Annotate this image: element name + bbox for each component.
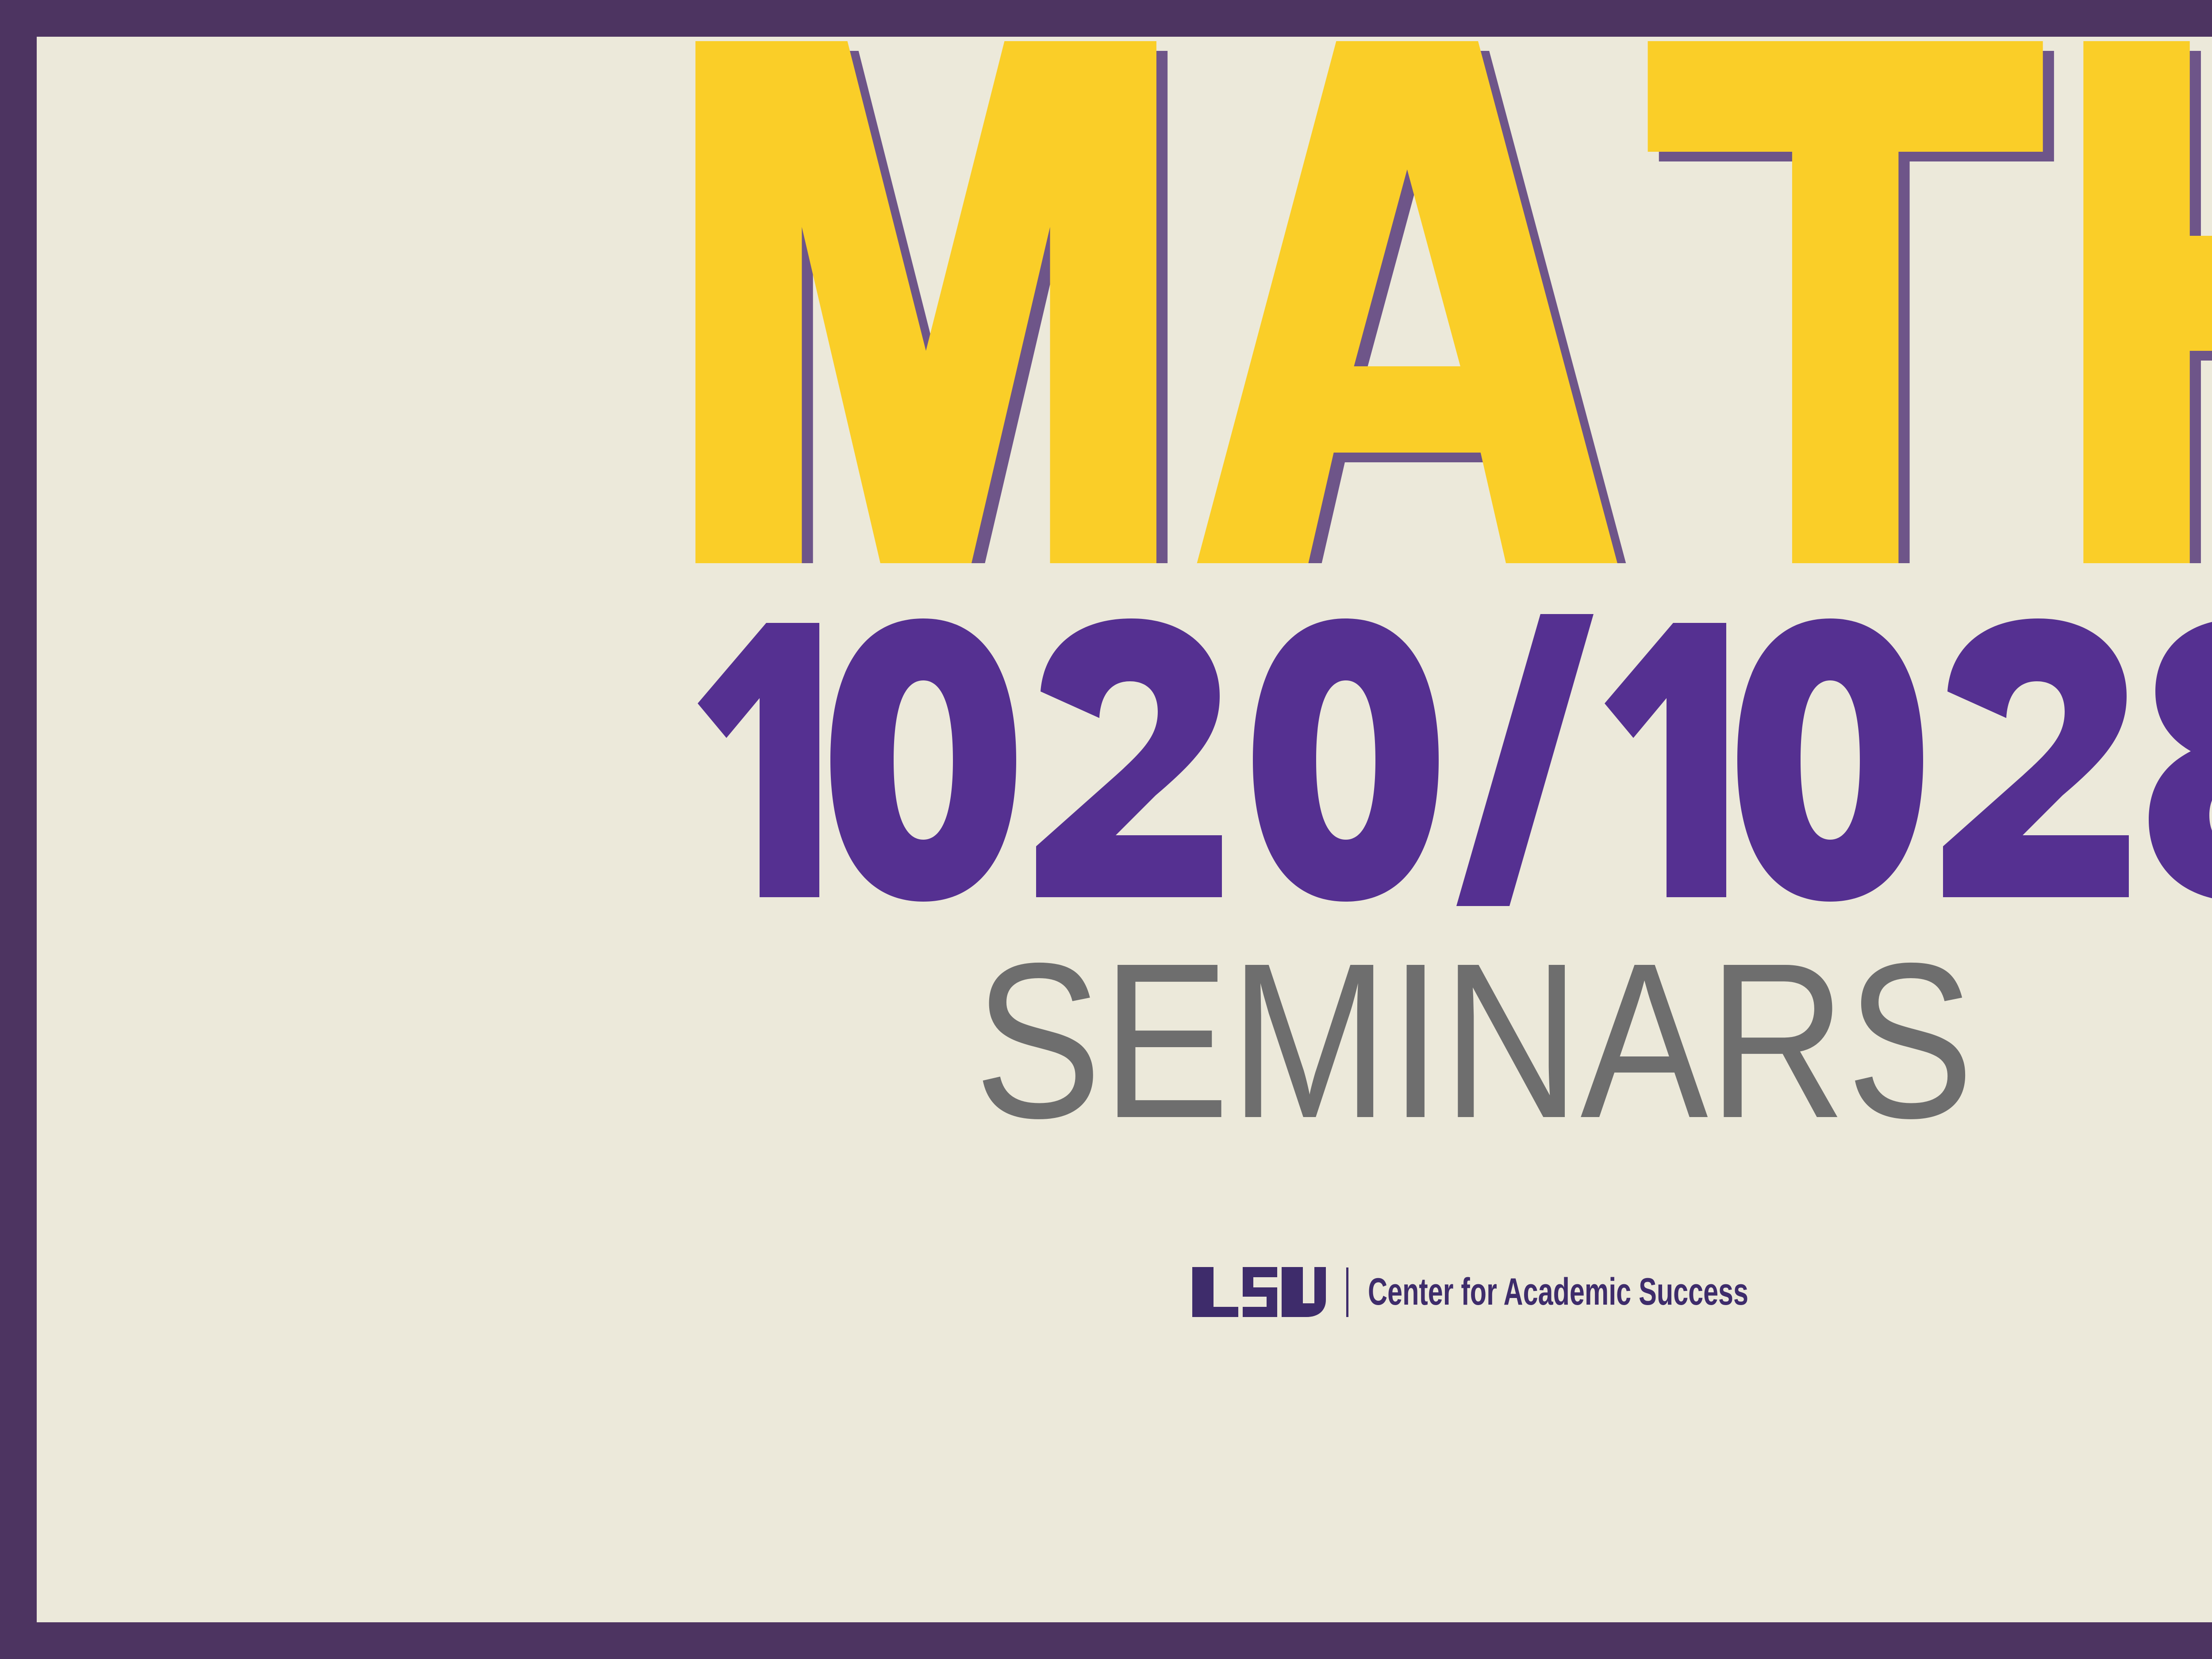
title-math-row: MATH — [37, 41, 2212, 563]
lsu-logo-lockup: LSU Center for Academic Success — [37, 1264, 2212, 1320]
title-course-glyphs — [697, 614, 2212, 906]
title-course-row: 1020/1028 — [37, 605, 2212, 915]
title-seminars-text: SEMINARS — [974, 952, 1974, 1156]
title-math: MATH — [695, 41, 2212, 563]
title-seminars: SEMINARS — [974, 952, 1974, 1156]
lsu-tagline-text: Center for Academic Success — [1368, 1271, 1748, 1313]
logo-divider-rule — [1346, 1267, 1348, 1317]
lsu-tagline: Center for Academic Success — [1368, 1271, 1748, 1313]
title-seminars-row: SEMINARS — [37, 939, 2212, 1169]
title-math-fill — [695, 41, 2212, 563]
slide-inner-panel: MATH — [37, 37, 2212, 1622]
title-course-number: 1020/1028 — [697, 614, 2212, 906]
lsu-wordmark-icon: LSU — [1192, 1267, 1326, 1317]
